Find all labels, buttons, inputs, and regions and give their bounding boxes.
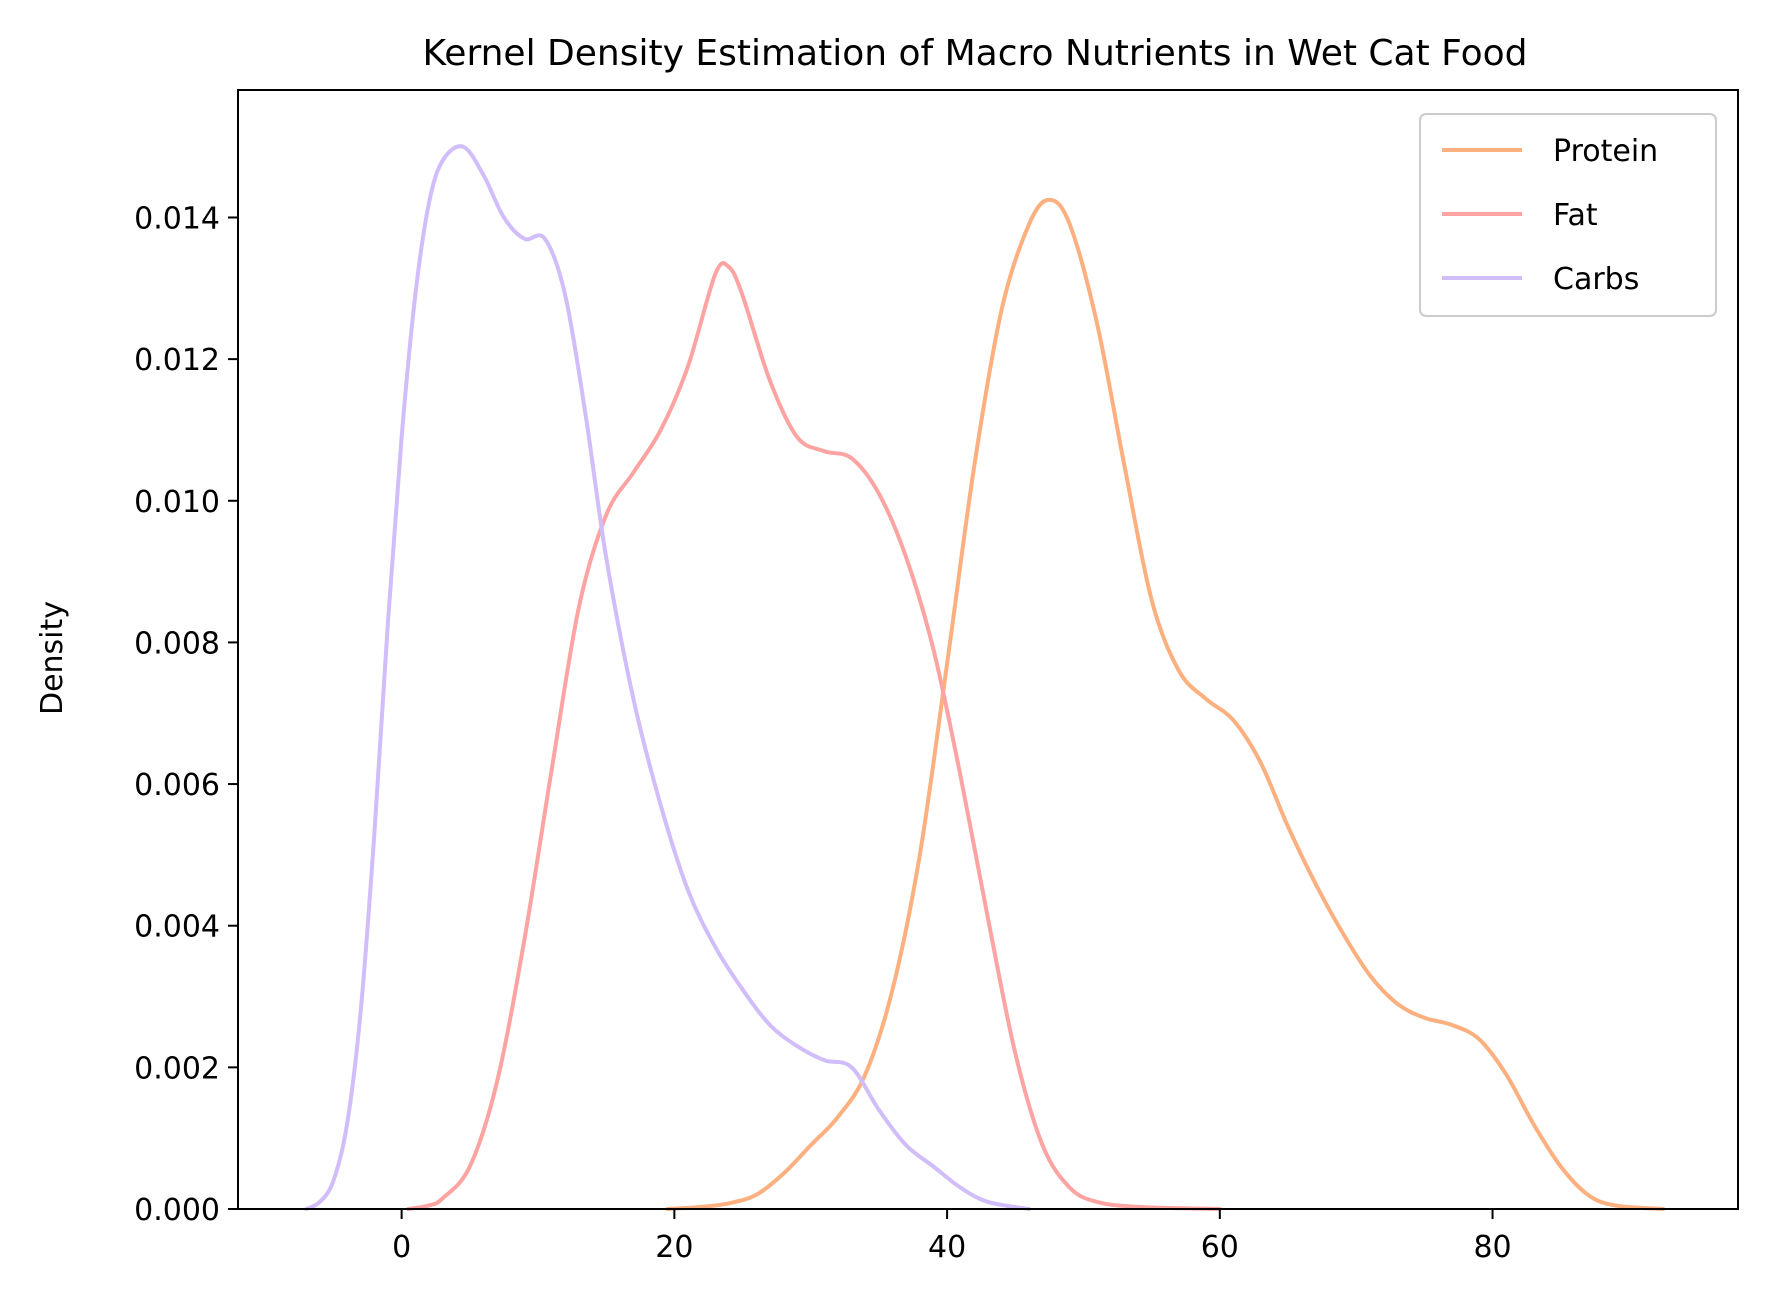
y-tick-label: 0.008 bbox=[134, 626, 220, 661]
y-tick-label: 0.010 bbox=[134, 485, 220, 520]
y-tick-label: 0.012 bbox=[134, 343, 220, 378]
legend-label-protein: Protein bbox=[1553, 134, 1658, 169]
plot-area bbox=[304, 144, 1665, 1211]
y-tick-label: 0.004 bbox=[134, 910, 220, 945]
series-line-fat bbox=[406, 261, 1222, 1211]
axes-frame bbox=[237, 89, 1739, 1210]
y-tick-label: 0.014 bbox=[134, 201, 220, 236]
y-axis: 0.000 0.002 0.004 0.006 0.008 0.010 0.012 0.014 bbox=[134, 201, 238, 1228]
legend: Protein Fat Carbs bbox=[1419, 113, 1717, 317]
y-tick-label: 0.006 bbox=[134, 768, 220, 803]
x-tick-label: 40 bbox=[928, 1230, 966, 1265]
y-tick-label: 0.000 bbox=[134, 1193, 220, 1228]
series-line-protein bbox=[665, 197, 1665, 1211]
chart-title: Kernel Density Estimation of Macro Nutri… bbox=[422, 33, 1527, 74]
x-tick-label: 0 bbox=[392, 1230, 411, 1265]
series-line-carbs bbox=[304, 144, 1031, 1211]
x-tick-label: 80 bbox=[1473, 1230, 1511, 1265]
y-tick-label: 0.002 bbox=[134, 1051, 220, 1086]
x-tick-label: 60 bbox=[1201, 1230, 1239, 1265]
x-tick-label: 20 bbox=[655, 1230, 693, 1265]
x-axis: 0 20 40 60 80 bbox=[392, 1209, 1512, 1265]
legend-box bbox=[1419, 113, 1717, 317]
legend-label-fat: Fat bbox=[1553, 198, 1598, 233]
y-axis-label: Density bbox=[35, 601, 70, 715]
legend-label-carbs: Carbs bbox=[1553, 262, 1639, 297]
